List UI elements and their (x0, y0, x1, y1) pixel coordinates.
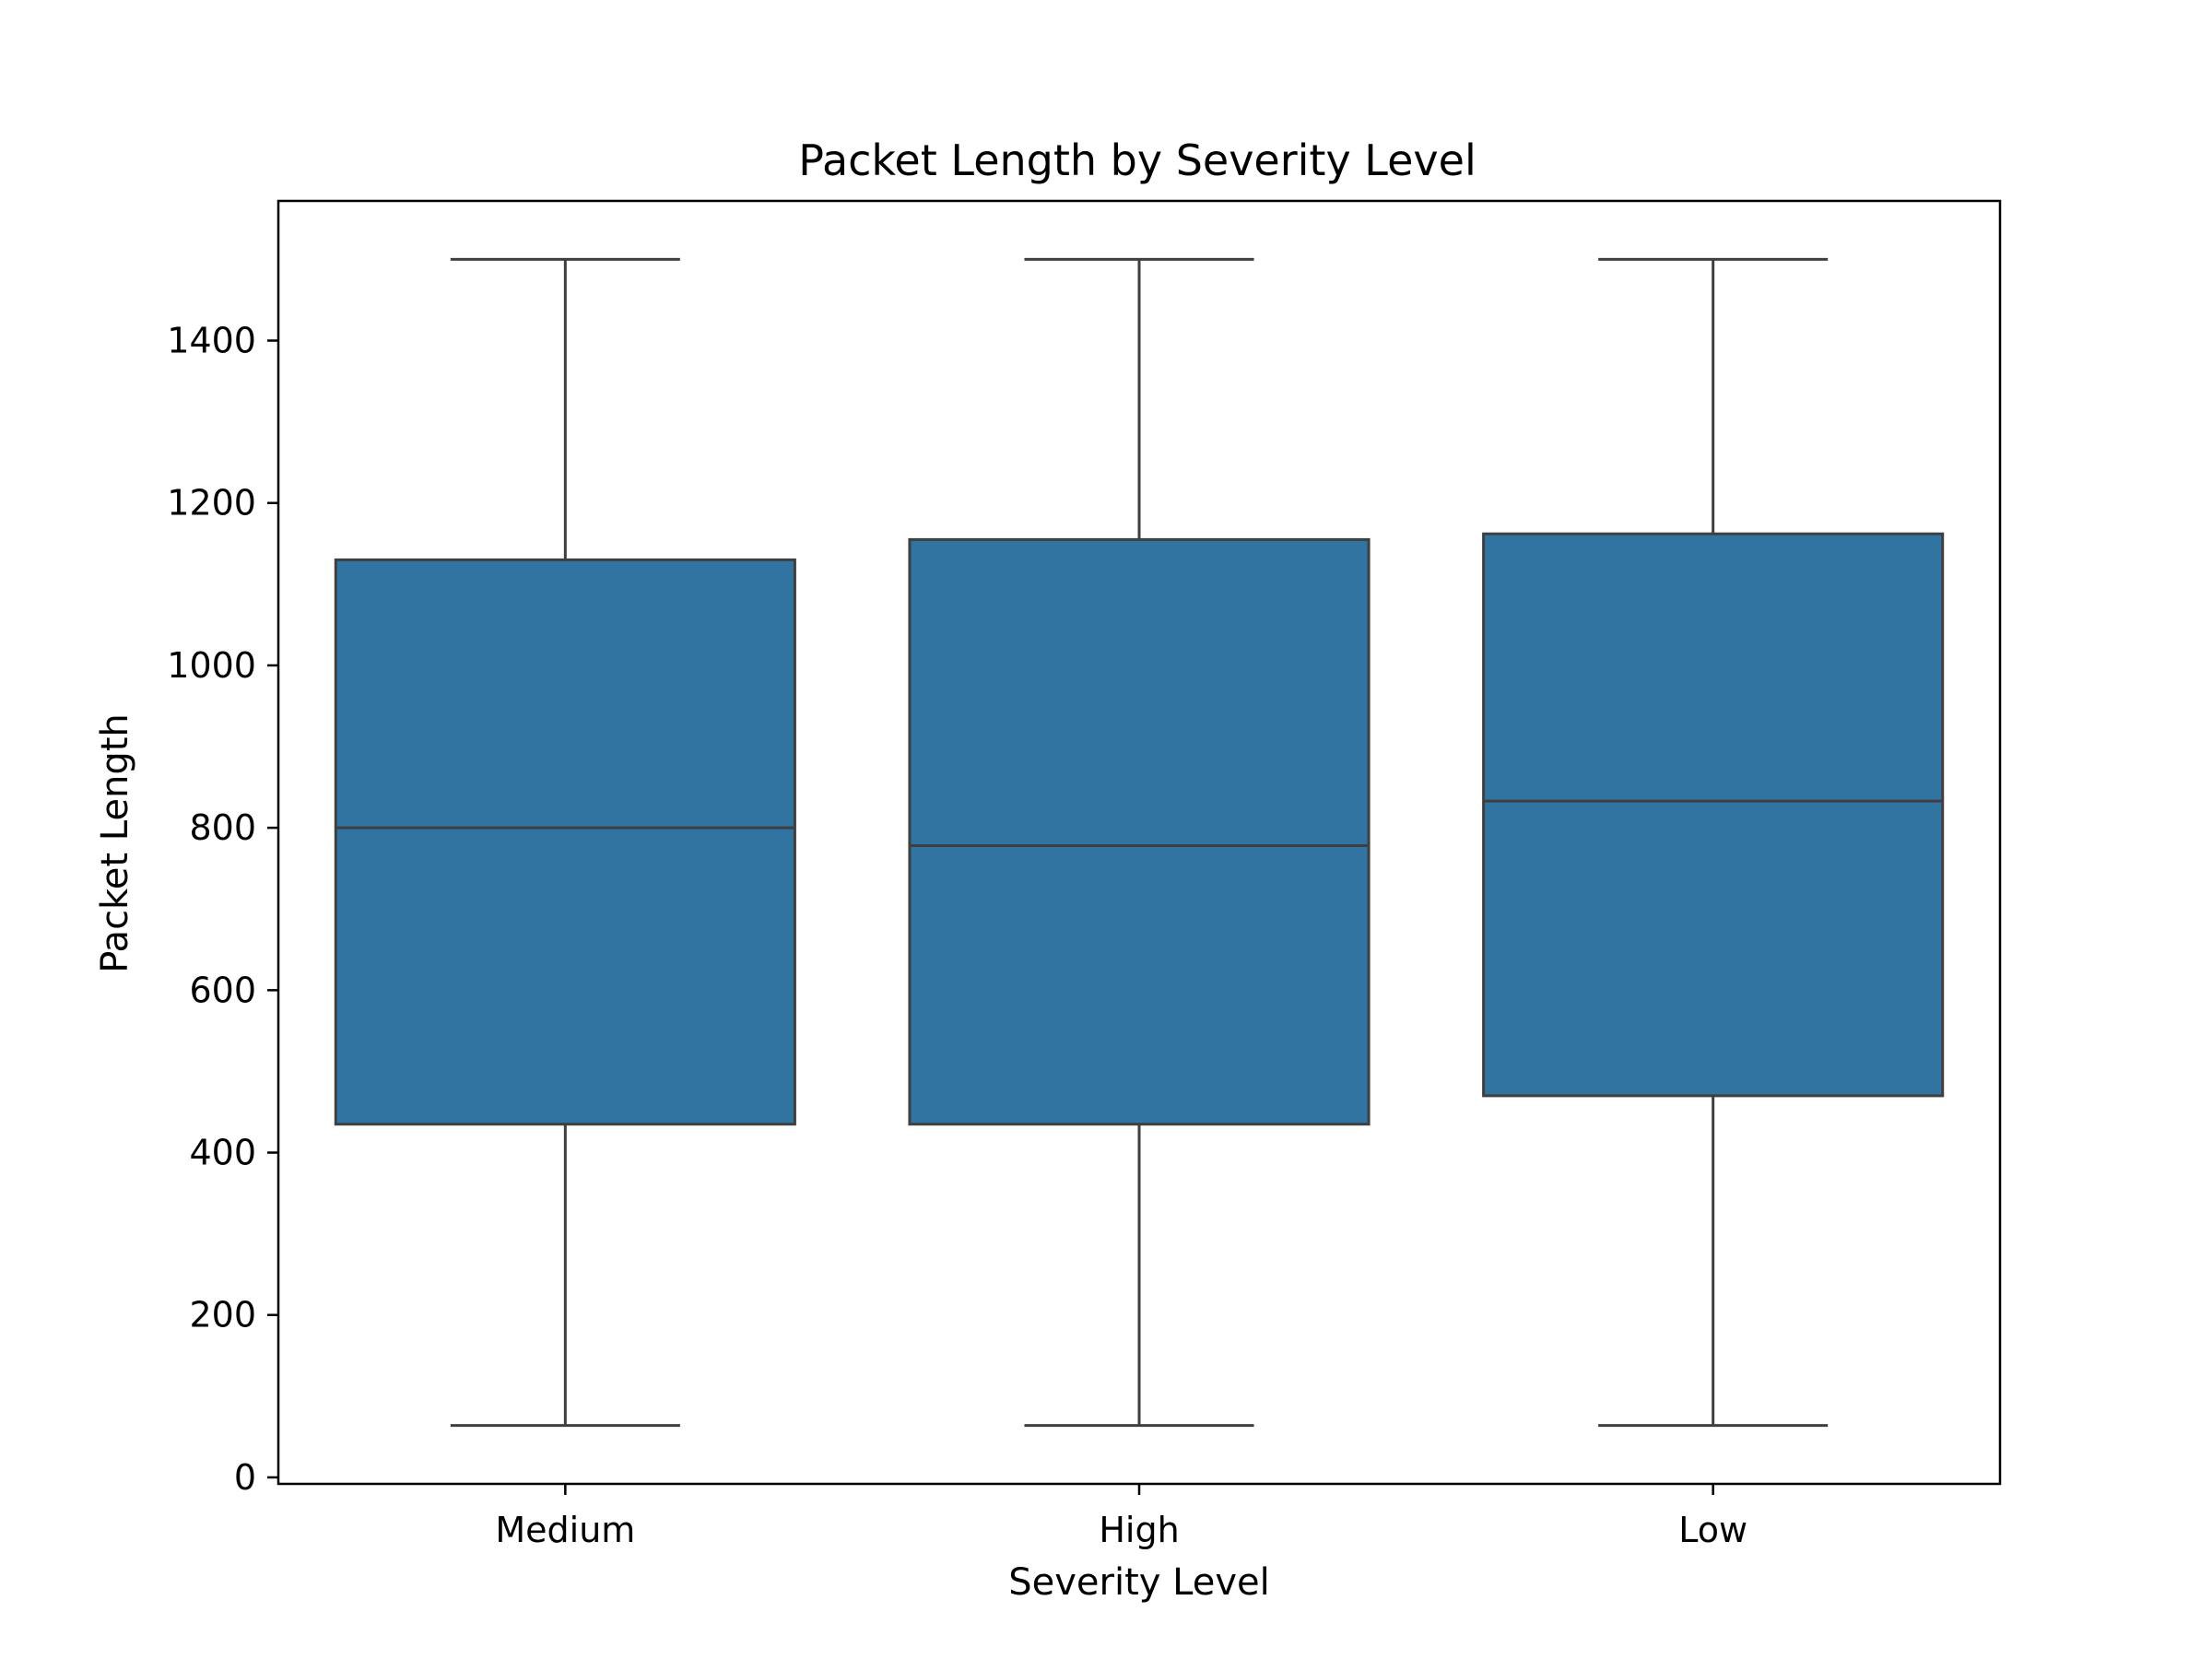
x-tick-label-high: High (1099, 1510, 1179, 1550)
y-axis-label: Packet Length (94, 713, 136, 973)
iqr-box (1482, 532, 1945, 1098)
x-tick-label-medium: Medium (495, 1510, 635, 1550)
box-group-high (908, 257, 1371, 1428)
boxes-layer (334, 257, 1945, 1428)
y-tick-label: 1000 (167, 645, 256, 686)
x-axis-ticks: Medium High Low (495, 1484, 1747, 1550)
box-group-low (1482, 257, 1945, 1428)
y-axis-ticks: 0 200 400 600 800 1000 1200 1400 (167, 321, 278, 1498)
y-tick-label: 400 (189, 1133, 256, 1173)
iqr-box (334, 558, 796, 1126)
y-tick-label: 600 (189, 970, 256, 1010)
y-tick-label: 1400 (167, 321, 256, 361)
y-tick-label: 0 (234, 1457, 256, 1498)
y-tick-label: 1200 (167, 483, 256, 524)
box-group-medium (334, 257, 796, 1428)
x-tick-label-low: Low (1678, 1510, 1747, 1550)
y-tick-label: 800 (189, 807, 256, 848)
plot-area-frame (276, 199, 2002, 1486)
chart-title: Packet Length by Severity Level (798, 135, 1476, 185)
iqr-box (908, 537, 1371, 1126)
y-tick-label: 200 (189, 1295, 256, 1335)
x-axis-label: Severity Level (1008, 1561, 1270, 1604)
